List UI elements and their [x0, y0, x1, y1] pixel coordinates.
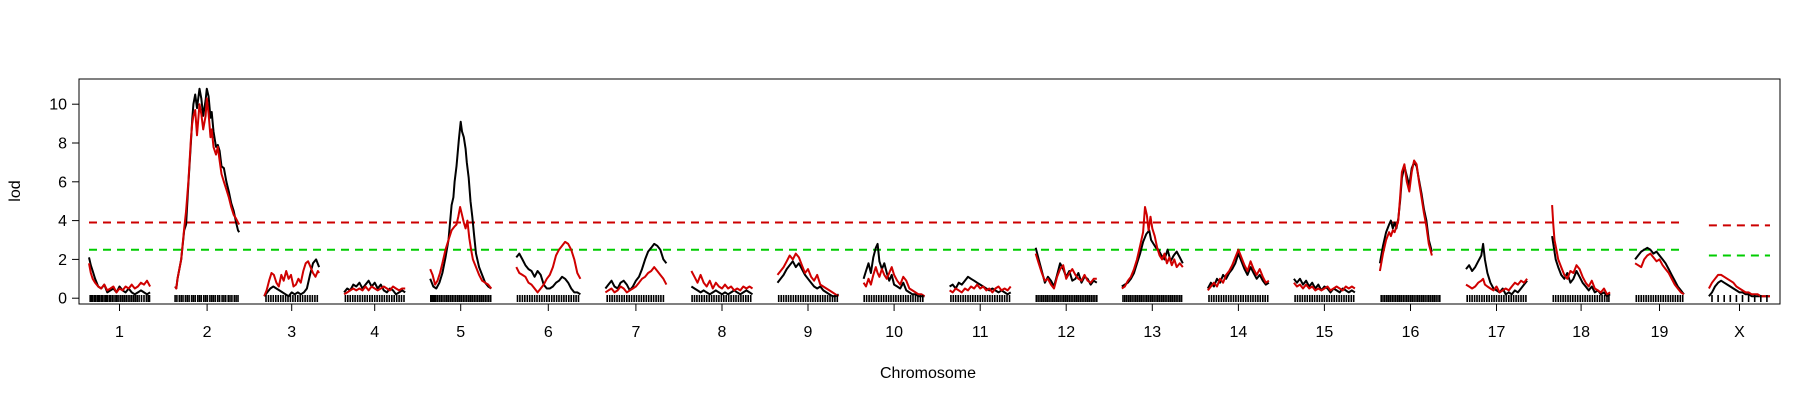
lod-curve-chr13-series2: [1121, 206, 1184, 290]
lod-curve-chr15-series2: [1293, 282, 1356, 292]
lod-curve-chr2-series2: [174, 97, 241, 290]
y-tick-label-2: 2: [58, 252, 67, 269]
x-tick-label-chr12: 12: [1057, 324, 1075, 341]
y-tick-label-10: 10: [49, 97, 67, 114]
y-tick-label-4: 4: [58, 213, 67, 230]
x-tick-label-chr9: 9: [804, 324, 813, 341]
x-tick-label-chr1: 1: [115, 324, 124, 341]
lod-curve-chr11-series1: [949, 275, 1012, 296]
x-tick-label-chr5: 5: [456, 324, 465, 341]
lod-curve-chr10-series1: [862, 242, 925, 298]
lod-curve-chr9-series1: [776, 260, 840, 298]
lod-curve-chr15-series1: [1293, 277, 1356, 294]
x-axis-title: Chromosome: [880, 365, 976, 382]
lod-curve-chr4-series2: [343, 285, 406, 296]
lod-curve-chr7-series2: [604, 266, 668, 294]
y-tick-label-0: 0: [58, 291, 67, 308]
y-tick-label-8: 8: [58, 136, 67, 153]
x-tick-label-chr10: 10: [885, 324, 903, 341]
marker-rug: [89, 295, 1768, 302]
lod-curve-chr16-series2: [1378, 159, 1433, 272]
lod-curve-chr4-series1: [343, 279, 406, 296]
lod-curve-chrX-series2: [1708, 273, 1770, 298]
x-tick-label-chr4: 4: [370, 324, 379, 341]
x-tick-label-chrX: X: [1734, 324, 1745, 341]
lod-curve-chr8-series1: [690, 285, 754, 296]
lod-curve-chr17-series2: [1465, 277, 1528, 294]
lod-curve-chr13-series1: [1121, 229, 1184, 288]
lod-curve-chr14-series2: [1207, 248, 1270, 292]
lod-curve-chr14-series1: [1206, 252, 1270, 289]
plot-frame: [78, 78, 1781, 305]
lod-curve-chr10-series2: [862, 266, 926, 298]
x-tick-label-chr15: 15: [1316, 324, 1334, 341]
lod-curve-chr6-series1: [515, 252, 581, 296]
lod-curve-chr8-series2: [690, 270, 754, 292]
x-tick-label-chr2: 2: [203, 324, 212, 341]
x-tick-label-chr6: 6: [544, 324, 553, 341]
x-tick-label-chr19: 19: [1651, 324, 1669, 341]
lod-curve-chr1-series2: [88, 263, 151, 294]
x-tick-label-chr11: 11: [972, 324, 989, 341]
y-axis-title: lod: [7, 180, 24, 201]
lod-curves: [88, 87, 1770, 298]
x-tick-label-chr3: 3: [287, 324, 296, 341]
x-axis: 1 2 3 4 5 6 7 8 9 10 11 12 13 14 15 16 17 18 19 X: [115, 304, 1745, 341]
lod-curve-chr11-series2: [949, 283, 1012, 294]
x-tick-label-chr17: 17: [1488, 324, 1506, 341]
lod-curve-chr19-series2: [1634, 252, 1685, 296]
x-tick-label-chr13: 13: [1143, 324, 1161, 341]
lod-curve-chr19-series1: [1634, 246, 1685, 295]
lod-curve-chr7-series1: [604, 242, 668, 292]
lod-curve-chr5-series2: [429, 206, 493, 290]
x-tick-label-chr7: 7: [631, 324, 640, 341]
lod-curve-chr6-series2: [515, 240, 582, 294]
x-tick-label-chr18: 18: [1572, 324, 1590, 341]
lod-curve-chr9-series2: [776, 252, 840, 298]
y-tick-label-6: 6: [58, 174, 67, 191]
lod-curve-chr18-series2: [1551, 205, 1611, 296]
lod-curve-chr5-series1: [429, 120, 492, 290]
x-tick-label-chr16: 16: [1402, 324, 1420, 341]
threshold-lines: [89, 221, 1770, 257]
x-tick-label-chr14: 14: [1230, 324, 1248, 341]
y-axis: 0 2 4 6 8 10: [49, 97, 79, 308]
lod-curve-chr12-series2: [1034, 253, 1097, 290]
x-tick-label-chr8: 8: [718, 324, 727, 341]
lod-curve-chr3-series2: [263, 260, 320, 297]
lod-curve-chr18-series1: [1551, 235, 1611, 298]
lod-curve-chr3-series1: [263, 258, 321, 298]
